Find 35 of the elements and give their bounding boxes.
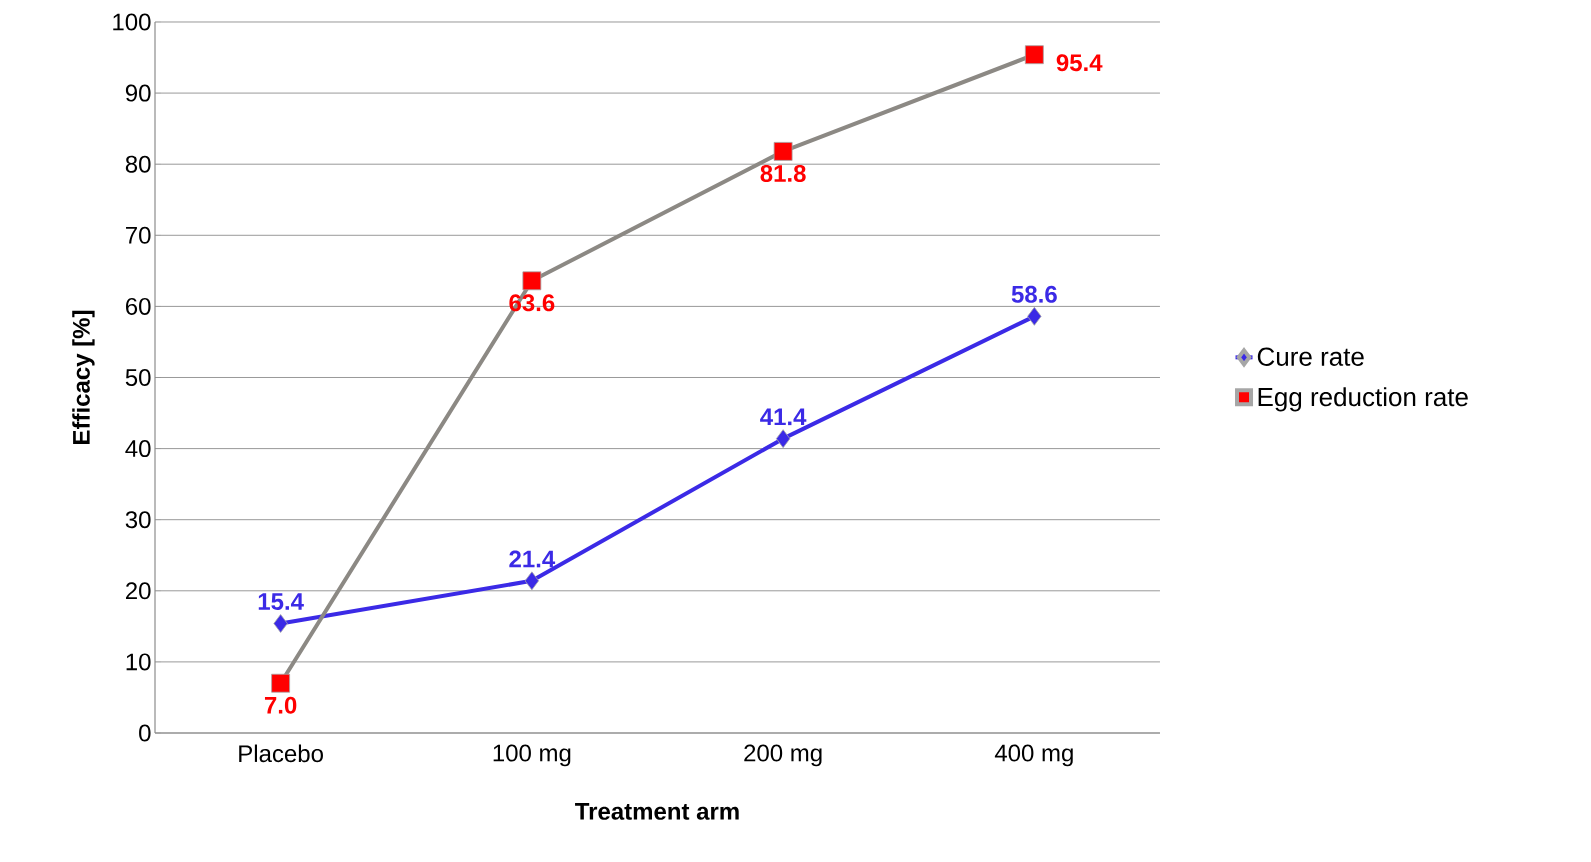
point xyxy=(773,141,793,161)
point xyxy=(775,429,791,449)
y-tick-label: 30 xyxy=(125,511,151,529)
x-tick-label: 100 mg xyxy=(493,744,571,767)
point xyxy=(271,673,291,693)
point xyxy=(273,614,288,633)
data-label: 95.4 xyxy=(1056,54,1103,72)
y-tick-label: 20 xyxy=(125,582,151,600)
x-tick-label: Placebo xyxy=(239,744,323,763)
data-label: 21.4 xyxy=(509,550,556,568)
data-label: 81.8 xyxy=(760,164,806,182)
data-label: 63.6 xyxy=(509,294,555,312)
y-tick-label: 10 xyxy=(126,653,151,671)
y-axis-title: Efficacy [%] xyxy=(72,310,95,444)
y-tick-label: 70 xyxy=(126,226,151,244)
y-tick-label: 80 xyxy=(125,155,151,173)
data-label: 7.0 xyxy=(264,696,297,714)
y-tick-label: 0 xyxy=(139,724,151,742)
x-tick-label: 200 mg xyxy=(744,744,822,767)
x-axis-title: Treatment arm xyxy=(575,803,739,820)
point xyxy=(522,271,542,291)
y-tick-label: 100 xyxy=(113,13,151,31)
data-label: 58.6 xyxy=(1011,285,1057,303)
point xyxy=(1027,306,1042,326)
point xyxy=(1024,45,1044,65)
data-label: 41.4 xyxy=(760,408,807,426)
point xyxy=(524,571,540,591)
y-tick-label: 40 xyxy=(125,440,151,458)
y-tick-label: 90 xyxy=(125,84,151,102)
legend-label: Cure rate xyxy=(1257,347,1364,366)
legend-label: Egg reduction rate xyxy=(1258,387,1468,412)
y-tick-label: 60 xyxy=(126,297,151,315)
x-tick-label: 400 mg xyxy=(994,744,1073,767)
y-tick-label: 50 xyxy=(125,368,151,386)
data-label: 15.4 xyxy=(258,593,304,610)
